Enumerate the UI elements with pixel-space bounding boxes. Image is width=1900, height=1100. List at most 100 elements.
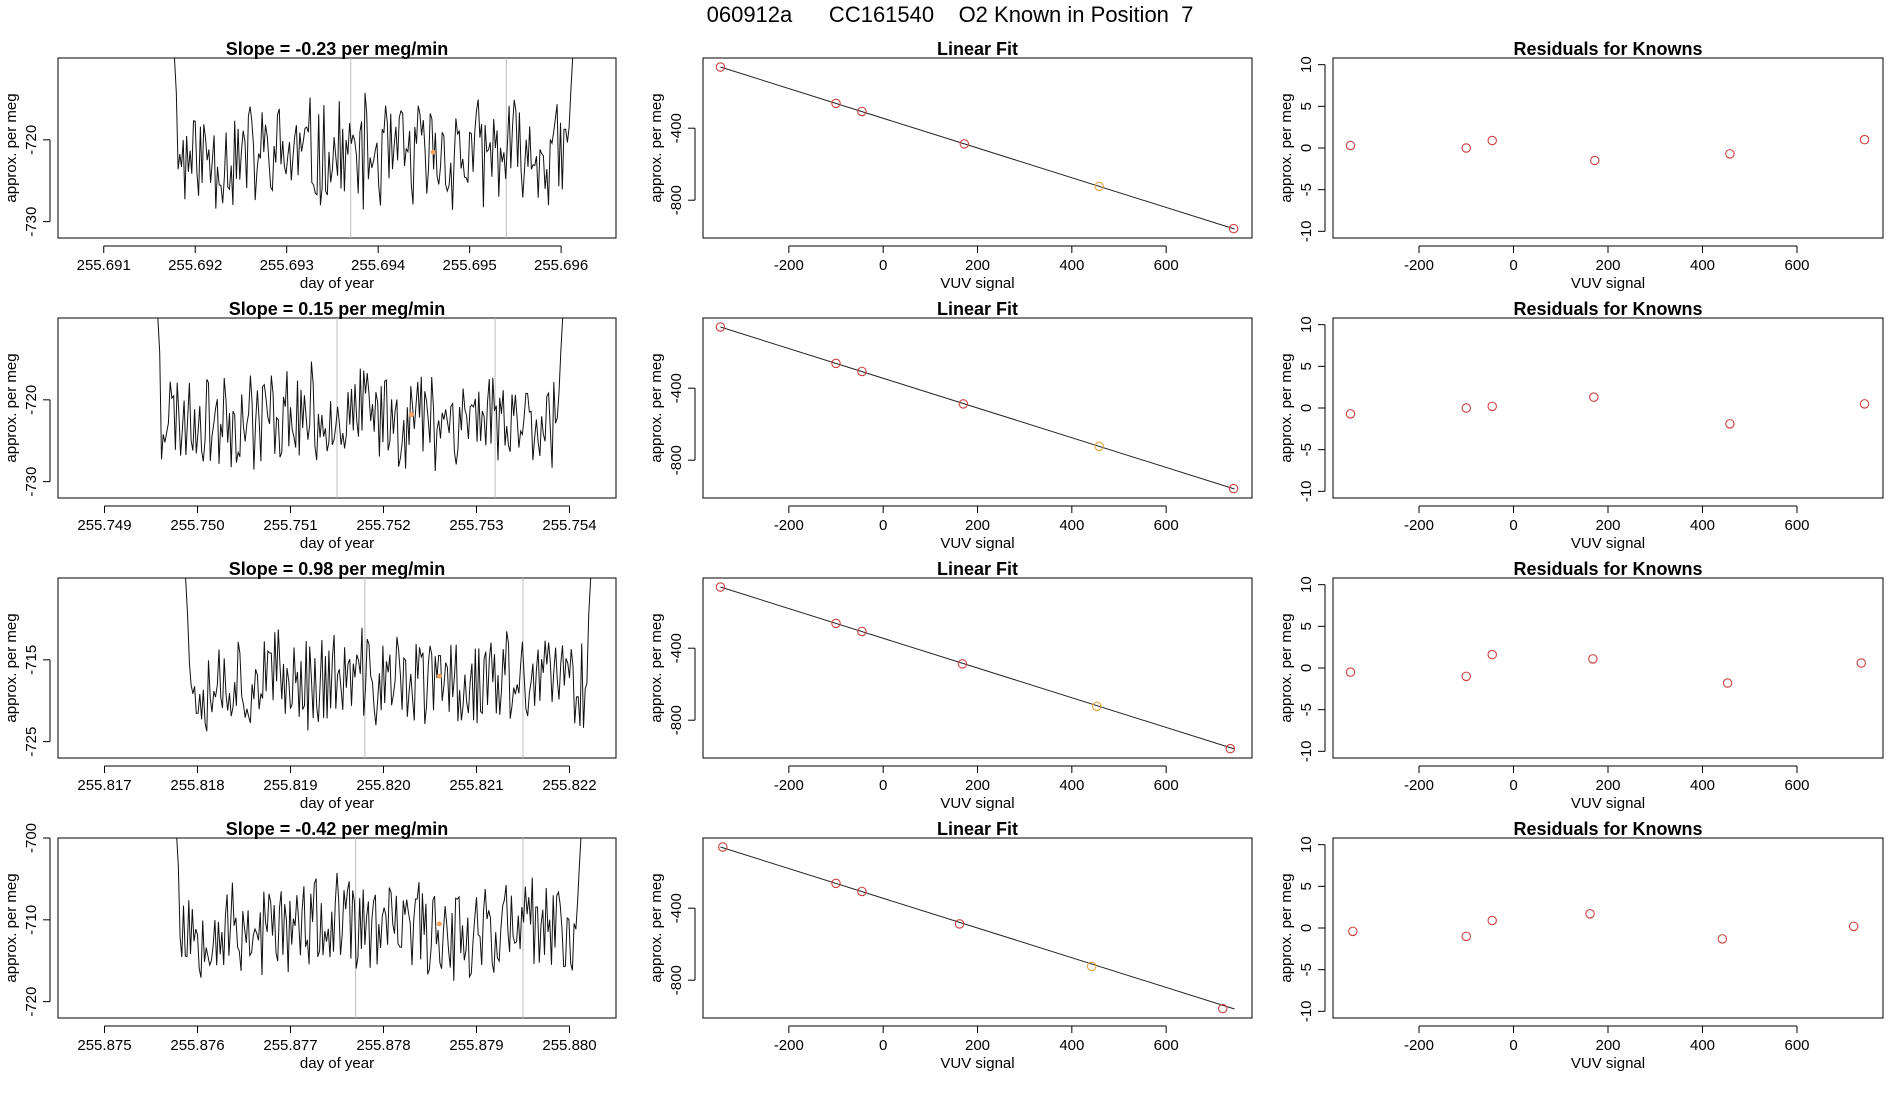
y-axis-label: approx. per meg bbox=[1278, 353, 1295, 462]
data-point bbox=[1092, 701, 1102, 712]
y-tick-label: -800 bbox=[668, 705, 685, 735]
data-point bbox=[1461, 143, 1471, 153]
x-tick-label: 255.821 bbox=[449, 777, 503, 794]
plot-title: Residuals for Knowns bbox=[1513, 819, 1702, 839]
plot-data bbox=[715, 62, 1239, 234]
plot-frame bbox=[57, 837, 617, 1019]
x-tick-label: 400 bbox=[1059, 257, 1084, 274]
x-tick-label: 400 bbox=[1059, 1037, 1084, 1054]
x-tick-label: 200 bbox=[1595, 1037, 1620, 1054]
x-axis-label: VUV signal bbox=[940, 535, 1014, 552]
x-tick-label: 255.691 bbox=[77, 257, 131, 274]
data-point bbox=[1588, 654, 1598, 664]
x-tick-label: 255.820 bbox=[356, 777, 410, 794]
data-point bbox=[1725, 149, 1735, 159]
fit-line bbox=[720, 66, 1235, 230]
y-tick-label: -5 bbox=[1298, 443, 1315, 456]
plot-title: Linear Fit bbox=[937, 39, 1018, 59]
fit-line bbox=[720, 586, 1235, 750]
plot-frame bbox=[1332, 837, 1884, 1019]
data-point bbox=[831, 358, 841, 369]
timeseries-line bbox=[176, 838, 582, 981]
plot-frame bbox=[57, 57, 617, 239]
data-point bbox=[1086, 961, 1097, 972]
data-point bbox=[957, 659, 968, 669]
y-tick-label: -400 bbox=[668, 893, 685, 923]
panel-fit-3: Linear Fit -200 0 200 400 600 VUV signal -800 -4… bbox=[648, 559, 1253, 812]
x-tick-label: 255.880 bbox=[542, 1037, 596, 1054]
x-tick-label: 0 bbox=[1509, 1037, 1517, 1054]
plot-frame bbox=[1332, 577, 1884, 759]
y-tick-label: 10 bbox=[1298, 56, 1315, 73]
panel-timeseries-2: Slope = 0.15 per meg/min 255.749 255.750 25… bbox=[3, 299, 617, 552]
x-tick-label: 200 bbox=[965, 257, 990, 274]
plot-title: Residuals for Knowns bbox=[1513, 299, 1702, 319]
y-axis-label: approx. per meg bbox=[1278, 613, 1295, 722]
plot-frame bbox=[1332, 317, 1884, 499]
y-tick-label: 0 bbox=[1298, 404, 1315, 412]
fit-line bbox=[720, 326, 1235, 490]
x-axis-label: VUV signal bbox=[1571, 275, 1645, 292]
y-tick-label: -10 bbox=[1298, 220, 1315, 242]
y-tick-label: 5 bbox=[1298, 622, 1315, 630]
x-tick-label: 400 bbox=[1690, 257, 1715, 274]
x-tick-label: 200 bbox=[965, 1037, 990, 1054]
x-axis-label: VUV signal bbox=[1571, 535, 1645, 552]
data-point bbox=[1345, 140, 1356, 151]
data-point bbox=[1589, 392, 1599, 402]
y-tick-label: -715 bbox=[23, 645, 40, 675]
x-tick-label: 255.822 bbox=[542, 777, 596, 794]
y-tick-label: -5 bbox=[1298, 183, 1315, 196]
x-tick-label: 255.819 bbox=[263, 777, 317, 794]
plot-data bbox=[1345, 134, 1870, 166]
y-tick-label: 5 bbox=[1298, 102, 1315, 110]
data-point bbox=[1856, 658, 1867, 668]
x-tick-label: 255.751 bbox=[263, 517, 317, 534]
data-point bbox=[718, 842, 728, 852]
data-point bbox=[959, 139, 970, 149]
x-tick-label: 255.750 bbox=[170, 517, 224, 534]
y-tick-label: -730 bbox=[23, 207, 40, 237]
x-tick-label: 200 bbox=[1595, 517, 1620, 534]
data-point bbox=[1345, 667, 1356, 677]
timeseries-line bbox=[173, 58, 574, 210]
y-axis-label: approx. per meg bbox=[648, 93, 665, 202]
plot-data bbox=[1345, 649, 1867, 688]
y-tick-label: 5 bbox=[1298, 882, 1315, 890]
x-tick-label: 400 bbox=[1059, 517, 1084, 534]
plot-title: Linear Fit bbox=[937, 819, 1018, 839]
x-tick-label: 600 bbox=[1784, 257, 1809, 274]
highlight-point bbox=[436, 921, 442, 927]
x-tick-label: 400 bbox=[1059, 777, 1084, 794]
x-tick-label: -200 bbox=[1404, 1037, 1434, 1054]
data-point bbox=[857, 886, 867, 897]
x-tick-label: 255.694 bbox=[351, 257, 405, 274]
data-point bbox=[1094, 441, 1104, 452]
x-tick-label: 200 bbox=[1595, 257, 1620, 274]
plot-title: Residuals for Knowns bbox=[1513, 39, 1702, 59]
y-tick-label: -400 bbox=[668, 113, 685, 143]
data-point bbox=[1228, 483, 1239, 494]
data-point bbox=[1859, 134, 1870, 145]
plot-title: Residuals for Knowns bbox=[1513, 559, 1702, 579]
plot-frame bbox=[57, 577, 617, 759]
plot-frame bbox=[702, 837, 1253, 1019]
data-point bbox=[857, 626, 867, 637]
x-tick-label: 0 bbox=[879, 777, 887, 794]
data-point bbox=[831, 878, 841, 889]
data-point bbox=[715, 322, 726, 332]
data-point bbox=[1228, 223, 1239, 234]
y-tick-label: -800 bbox=[668, 185, 685, 215]
plot-title: Slope = -0.42 per meg/min bbox=[226, 819, 449, 839]
plot-data bbox=[176, 838, 582, 1018]
y-axis-label: approx. per meg bbox=[3, 353, 20, 462]
y-tick-label: 10 bbox=[1298, 316, 1315, 333]
y-axis-label: approx. per meg bbox=[3, 613, 20, 722]
panel-timeseries-4: Slope = -0.42 per meg/min 255.875 255.876 2… bbox=[3, 819, 617, 1072]
y-axis-label: approx. per meg bbox=[1278, 93, 1295, 202]
x-tick-label: 255.878 bbox=[356, 1037, 410, 1054]
highlight-point bbox=[430, 149, 436, 155]
y-tick-label: -400 bbox=[668, 373, 685, 403]
data-point bbox=[1848, 921, 1859, 932]
